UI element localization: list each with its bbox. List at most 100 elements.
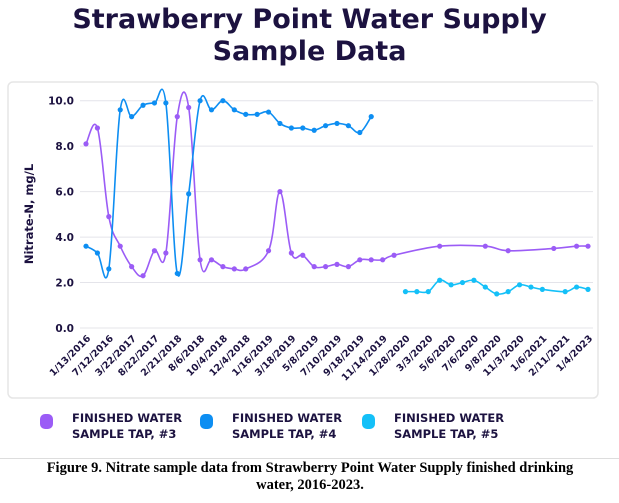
data-point: [357, 129, 363, 136]
data-point: [243, 266, 249, 272]
data-point: [151, 100, 158, 106]
data-point: [300, 252, 306, 258]
series-line-1: [85, 91, 589, 278]
data-point: [414, 289, 420, 295]
legend-item[interactable]: FINISHED WATER SAMPLE TAP, #5: [362, 410, 524, 442]
data-point: [277, 189, 283, 195]
data-point: [368, 114, 374, 120]
data-point: [585, 243, 591, 249]
data-point: [357, 257, 363, 263]
data-point: [345, 264, 352, 270]
data-point: [129, 114, 135, 120]
data-point: [300, 125, 306, 131]
legend-swatch: [200, 414, 213, 429]
data-point: [345, 123, 352, 129]
y-tick-label: 8.0: [55, 141, 74, 153]
data-point: [505, 289, 511, 295]
data-point: [448, 282, 454, 288]
data-point: [288, 125, 294, 131]
data-point: [117, 243, 123, 249]
series-line-2: [85, 88, 372, 279]
data-point: [208, 107, 215, 113]
data-point: [494, 291, 500, 297]
legend-label: FINISHED WATER SAMPLE TAP, #4: [232, 411, 343, 441]
data-point: [437, 277, 443, 283]
data-point: [208, 257, 215, 263]
data-point: [254, 111, 260, 117]
data-point: [231, 266, 237, 272]
y-tick-label: 6.0: [55, 187, 74, 199]
data-point: [83, 243, 89, 249]
legend-item[interactable]: FINISHED WATER SAMPLE TAP, #4: [200, 410, 362, 442]
chart-frame: [7, 81, 599, 399]
data-point: [94, 250, 101, 256]
data-point: [163, 100, 169, 106]
y-axis-label: Nitrate-N, mg/L: [22, 163, 36, 264]
data-point: [163, 250, 169, 256]
legend-label: FINISHED WATER SAMPLE TAP, #3: [72, 411, 183, 441]
data-point: [585, 286, 591, 292]
data-point: [106, 266, 112, 272]
legend-swatch: [362, 414, 375, 429]
data-point: [482, 284, 488, 290]
data-point: [277, 120, 283, 127]
data-point: [380, 257, 386, 263]
data-point: [437, 243, 443, 249]
data-point: [197, 257, 203, 263]
legend-label: FINISHED WATER SAMPLE TAP, #5: [394, 411, 505, 441]
data-point: [516, 282, 523, 288]
data-point: [231, 107, 237, 113]
data-point: [311, 127, 317, 133]
data-point: [129, 264, 135, 270]
data-point: [322, 123, 329, 129]
data-point: [83, 141, 89, 147]
data-point: [265, 109, 272, 115]
caption-line-1: Figure 9. Nitrate sample data from Straw…: [46, 460, 574, 476]
data-point: [117, 107, 123, 113]
legend-swatch: [40, 414, 53, 429]
y-tick-label: 4.0: [55, 232, 74, 244]
data-point: [573, 284, 580, 290]
data-point: [311, 264, 317, 270]
chart-title: Strawberry Point Water Supply Sample Dat…: [0, 4, 619, 68]
data-point: [402, 289, 409, 295]
data-point: [471, 277, 477, 283]
data-point: [243, 111, 249, 117]
y-tick-label: 10.0: [48, 96, 74, 108]
data-point: [334, 120, 340, 127]
data-point: [539, 286, 545, 292]
data-point: [140, 273, 146, 279]
data-point: [551, 245, 557, 252]
data-point: [265, 248, 272, 254]
data-point: [322, 264, 329, 270]
data-point: [174, 270, 180, 277]
data-point: [425, 289, 431, 295]
data-point: [140, 102, 146, 108]
data-point: [368, 257, 374, 263]
title-line-2: Sample Data: [212, 36, 407, 67]
data-point: [106, 214, 112, 220]
data-point: [151, 248, 158, 254]
data-point: [459, 279, 466, 286]
data-point: [220, 264, 226, 270]
data-point: [197, 98, 203, 104]
data-point: [528, 284, 534, 290]
data-point: [186, 191, 192, 197]
data-point: [174, 114, 180, 120]
data-point: [220, 98, 226, 104]
divider: [0, 458, 619, 459]
data-point: [334, 261, 340, 267]
caption-line-2: water, 2016-2023.: [256, 477, 364, 493]
title-line-1: Strawberry Point Water Supply: [72, 4, 547, 35]
data-point: [482, 243, 488, 249]
legend-item[interactable]: FINISHED WATER SAMPLE TAP, #3: [40, 410, 202, 442]
y-tick-label: 2.0: [55, 278, 74, 290]
series-line-3: [405, 279, 589, 295]
data-point: [391, 252, 397, 258]
data-point: [505, 248, 511, 254]
data-point: [94, 125, 101, 131]
data-point: [288, 250, 294, 256]
y-tick-label: 0.0: [55, 323, 74, 335]
data-point: [562, 289, 568, 295]
